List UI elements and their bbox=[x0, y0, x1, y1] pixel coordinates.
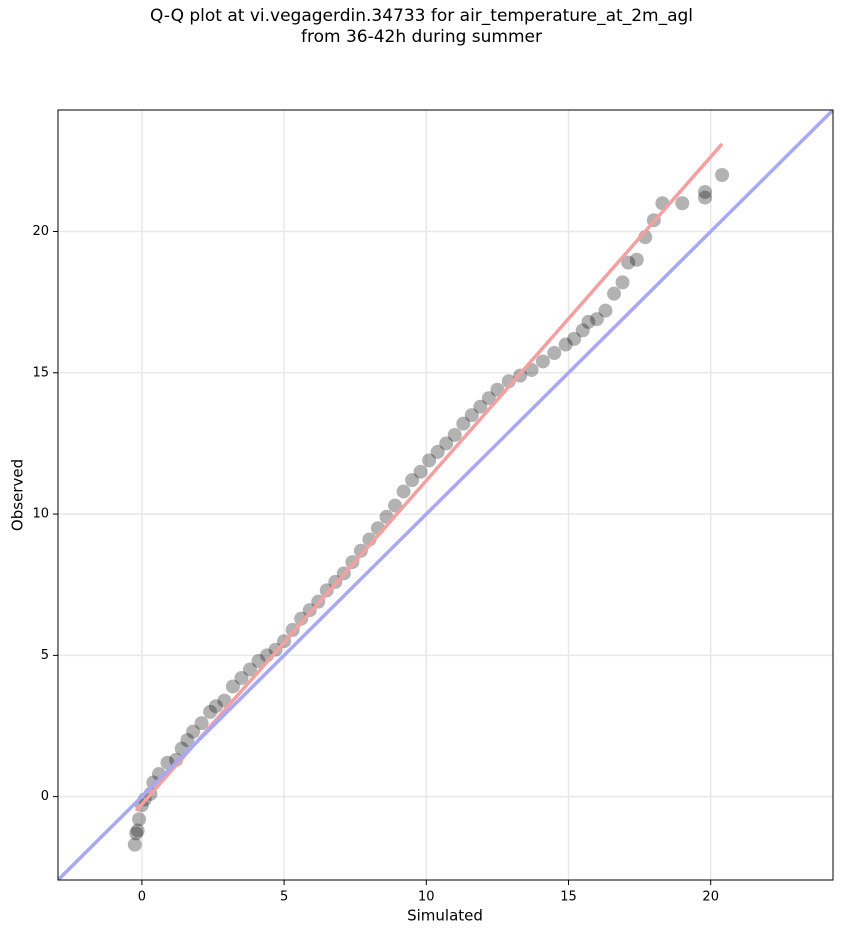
point bbox=[203, 704, 218, 719]
x-tick-label: 15 bbox=[560, 890, 577, 905]
y-tick-label: 20 bbox=[32, 224, 49, 239]
point bbox=[698, 190, 713, 205]
x-axis-label: Simulated bbox=[407, 907, 483, 925]
point bbox=[405, 473, 420, 488]
point bbox=[319, 583, 334, 598]
point bbox=[589, 312, 604, 327]
point bbox=[481, 391, 496, 406]
x-tick-label: 10 bbox=[418, 890, 435, 905]
point bbox=[581, 314, 596, 329]
point bbox=[422, 453, 437, 468]
point bbox=[396, 484, 411, 499]
point bbox=[547, 346, 562, 361]
point bbox=[698, 184, 713, 199]
point bbox=[294, 611, 309, 626]
point bbox=[413, 464, 428, 479]
x-tick-label: 20 bbox=[702, 890, 719, 905]
point bbox=[186, 724, 201, 739]
point bbox=[675, 196, 690, 211]
y-tick-label: 5 bbox=[41, 648, 49, 663]
point bbox=[464, 408, 479, 423]
reference-line bbox=[58, 110, 833, 880]
point bbox=[567, 331, 582, 346]
point bbox=[234, 670, 249, 685]
point bbox=[302, 603, 317, 618]
point bbox=[430, 444, 445, 459]
point bbox=[447, 427, 462, 442]
point bbox=[353, 543, 368, 558]
x-tick-label: 5 bbox=[280, 890, 288, 905]
point bbox=[439, 436, 454, 451]
point bbox=[535, 354, 550, 369]
point bbox=[251, 654, 266, 669]
chart-title: Q-Q plot at vi.vegagerdin.34733 for air_… bbox=[149, 6, 694, 47]
plot-area bbox=[58, 110, 833, 880]
point bbox=[629, 252, 644, 267]
reference-line bbox=[134, 142, 724, 812]
point bbox=[129, 826, 144, 841]
point bbox=[615, 275, 630, 290]
y-axis-label: Observed bbox=[9, 459, 27, 531]
point bbox=[621, 255, 636, 270]
point bbox=[388, 498, 403, 513]
y-tick-label: 0 bbox=[41, 789, 49, 804]
point bbox=[456, 416, 471, 431]
point bbox=[575, 323, 590, 338]
point bbox=[225, 679, 240, 694]
point bbox=[473, 399, 488, 414]
point bbox=[208, 699, 223, 714]
point bbox=[194, 716, 209, 731]
point bbox=[132, 812, 147, 827]
point bbox=[715, 167, 730, 182]
point bbox=[607, 286, 622, 301]
point bbox=[127, 837, 142, 852]
plot-frame bbox=[57, 109, 834, 881]
point bbox=[180, 733, 195, 748]
x-tick-label: 0 bbox=[138, 890, 146, 905]
point bbox=[242, 662, 257, 677]
y-tick-label: 15 bbox=[32, 365, 49, 380]
point bbox=[598, 303, 613, 318]
y-tick-label: 10 bbox=[32, 507, 49, 522]
point bbox=[130, 823, 145, 838]
point bbox=[558, 337, 573, 352]
